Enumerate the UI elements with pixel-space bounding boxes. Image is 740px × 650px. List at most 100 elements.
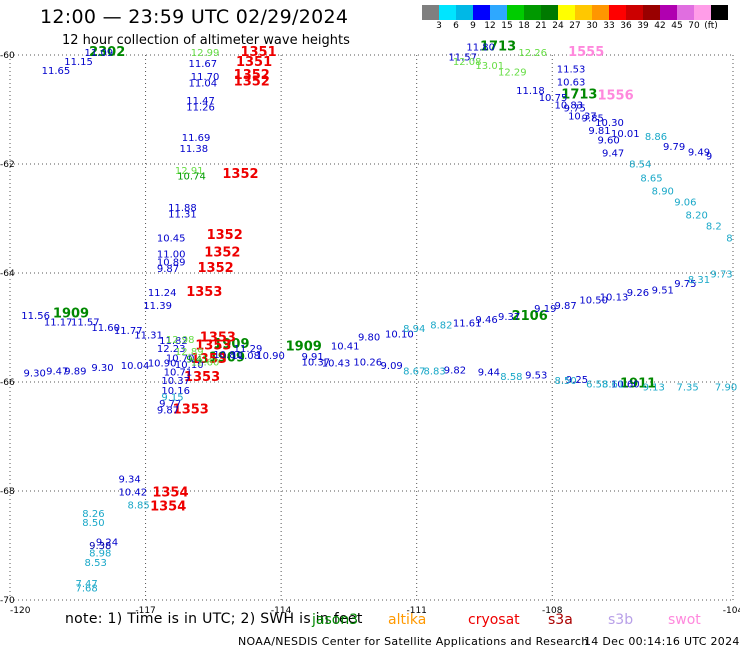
wave-height-label: 9.82 [444, 365, 466, 376]
pass-time-label: 1909 [286, 339, 322, 354]
wave-height-label: 11.04 [188, 79, 217, 90]
wave-height-label: 10.50 [579, 296, 608, 307]
wave-height-label: 9.06 [674, 197, 696, 208]
wave-height-label: 10.71 [164, 367, 193, 378]
colorbar-swatch [422, 5, 439, 20]
wave-height-label: 11.82 [159, 336, 188, 347]
wave-height-label: 9.37 [498, 312, 520, 323]
wave-height-label: 10.75 [539, 93, 568, 104]
wave-height-label: 9.89 [64, 366, 86, 377]
wave-height-label: 9.87 [157, 406, 179, 417]
wave-height-label: 8.50 [555, 376, 577, 387]
colorbar-swatch [711, 5, 728, 20]
wave-height-label: 11.56 [21, 311, 50, 322]
y-tick-label: -62 [0, 160, 15, 170]
wave-height-label: 9.60 [597, 135, 619, 146]
wave-height-label: 8.90 [652, 187, 674, 198]
wave-height-label: 9.34 [118, 474, 140, 485]
wave-height-label: 11.80 [466, 43, 495, 54]
wave-height-label: 11.09 [85, 48, 114, 59]
wave-height-label: 10.37 [568, 111, 597, 122]
wave-height-label: 11.31 [168, 209, 197, 220]
colorbar-swatch [473, 5, 490, 20]
wave-height-label: 10.81 [213, 350, 242, 361]
wave-height-label: 9.26 [627, 288, 649, 299]
mission-legend-entry: swot [668, 612, 701, 628]
pass-time-label: 1713 [480, 40, 516, 55]
wave-height-label: 9.87 [157, 264, 179, 275]
wave-height-label: 9.30 [24, 369, 46, 380]
wave-height-label: 8.85 [127, 500, 149, 511]
colorbar-swatch [677, 5, 694, 20]
wave-height-label: 8.61 [602, 379, 624, 390]
wave-height-label: 12.99 [191, 48, 220, 59]
wave-height-label: 7.35 [677, 383, 699, 394]
wave-height-label: 12.98 [166, 335, 195, 346]
wave-height-label: 7.47 [76, 579, 98, 590]
wave-height-label: 10.89 [157, 257, 186, 268]
x-tick-label: -104 [723, 606, 740, 616]
wave-height-label: 10.90 [256, 351, 285, 362]
wave-height-label: 8.54 [629, 159, 651, 170]
colorbar-swatch [456, 5, 473, 20]
wave-height-label: 10.26 [353, 358, 382, 369]
wave-height-label: 11.70 [191, 72, 220, 83]
wave-height-label: 8.65 [640, 173, 662, 184]
wave-height-label: 11.38 [179, 144, 208, 155]
colorbar-label: 15 [501, 21, 513, 31]
colorbar-swatch [660, 5, 677, 20]
pass-time-label: 1353 [173, 403, 209, 418]
colorbar-label: 3 [436, 21, 442, 31]
generated-timestamp: 14 Dec 00:14:16 UTC 2024 [584, 635, 740, 648]
wave-height-label: 10.10 [175, 360, 204, 371]
wave-height-label: 9.53 [525, 371, 547, 382]
wave-height-label: 11.18 [516, 86, 545, 97]
wave-height-label: 11.26 [186, 103, 215, 114]
wave-height-label: 11.31 [134, 330, 163, 341]
mission-legend-entry: altika [388, 612, 427, 628]
pass-time-label: 1713 [561, 88, 597, 103]
wave-height-label: 10.70 [166, 353, 195, 364]
pass-time-label: 1354 [152, 485, 188, 500]
colorbar-label: 6 [453, 21, 459, 31]
wave-height-label: 9.87 [555, 301, 577, 312]
pass-time-label: 1353 [195, 338, 231, 353]
colorbar-swatch [541, 5, 558, 20]
wave-height-label: 10.37 [301, 358, 330, 369]
wave-height-label: 9.91 [301, 352, 323, 363]
wave-height-label: 8.58 [500, 372, 522, 383]
wave-height-label: 12.91 [175, 166, 204, 177]
wave-height-label: 9.19 [534, 304, 556, 315]
mission-legend-entry: s3a [548, 612, 573, 628]
wave-height-label: 8.98 [89, 548, 111, 559]
pass-time-label: 2106 [512, 309, 548, 324]
wave-height-label: 9.15 [161, 393, 183, 404]
pass-time-label: 1352 [204, 246, 240, 261]
wave-height-label: 12.29 [498, 68, 527, 79]
y-tick-label: -70 [0, 596, 15, 606]
wave-height-label: 10.01 [611, 129, 640, 140]
wave-height-label: 8.86 [645, 132, 667, 143]
y-tick-label: -66 [0, 378, 15, 388]
wave-height-label: 10.04 [121, 361, 150, 372]
wave-height-label: 9.25 [566, 375, 588, 386]
colorbar-swatch [626, 5, 643, 20]
wave-height-label: 10.45 [157, 233, 186, 244]
wave-height-label: 8 [726, 233, 732, 244]
wave-height-label: 11.39 [143, 301, 172, 312]
wave-height-label: 11.77 [114, 326, 143, 337]
colorbar-swatch [575, 5, 592, 20]
wave-height-label: 11.60 [91, 323, 120, 334]
wave-height-label: 11.69 [182, 133, 211, 144]
wave-height-label: 9.44 [478, 367, 500, 378]
wave-height-label: 8.83 [423, 366, 445, 377]
wave-height-label: 11.15 [64, 57, 93, 68]
chart-title: 12:00 — 23:59 UTC 02/29/2024 [40, 6, 349, 28]
colorbar-label: 18 [518, 21, 530, 31]
wave-height-label: 8.50 [82, 518, 104, 529]
wave-height-label: 9.41 [186, 354, 208, 365]
wave-height-label: 11.24 [148, 288, 177, 299]
colorbar-label: 70 [688, 21, 700, 31]
wave-height-label: 11.61 [453, 318, 482, 329]
mission-legend-entry: cryosat [468, 612, 520, 628]
